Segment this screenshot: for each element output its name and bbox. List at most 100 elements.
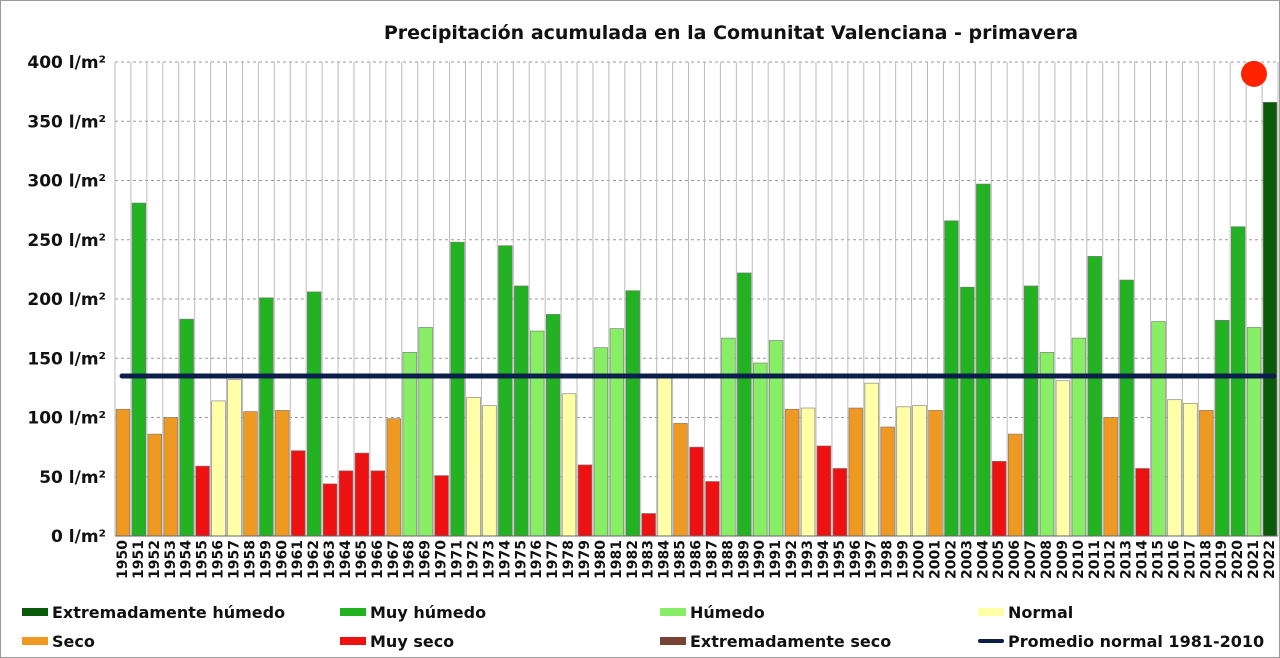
x-tick-label: 1974 [497,540,513,579]
bar-1972 [466,397,481,537]
bar-1970 [434,475,449,537]
x-tick-label: 1960 [274,540,290,579]
y-tick-label: 400 l/m² [27,53,106,73]
legend-label: Húmedo [690,602,765,622]
x-tick-label: 2016 [1166,540,1182,579]
y-tick-label: 250 l/m² [27,231,106,251]
y-tick-label: 350 l/m² [27,112,106,132]
bar-2015 [1151,321,1166,537]
bar-2004 [976,183,991,537]
x-tick-label: 2018 [1198,540,1214,579]
legend-label: Seco [52,631,95,651]
bar-1960 [275,410,290,537]
y-tick-label: 100 l/m² [27,409,106,429]
x-tick-label: 1961 [290,540,306,579]
x-tick-label: 2004 [975,540,991,579]
x-tick-label: 1984 [657,540,673,579]
bar-1958 [243,411,258,537]
bar-1968 [402,352,417,537]
legend-label: Normal [1008,602,1074,622]
bar-2009 [1055,380,1071,537]
bar-1981 [609,328,624,537]
bar-1995 [832,468,848,537]
legend-item-muy-humedo: Muy húmedo [340,602,486,622]
precipitation-chart: Precipitación acumulada en la Comunitat … [27,22,1279,579]
bar-1975 [514,285,529,537]
bar-1997 [864,382,879,537]
bar-2008 [1039,352,1055,537]
x-tick-label: 1999 [896,540,912,579]
x-tick-label: 2009 [1055,540,1071,579]
bar-2010 [1071,337,1087,537]
x-tick-label: 1957 [226,540,242,579]
legend-label: Muy húmedo [370,602,487,622]
x-tick-label: 1970 [434,540,450,579]
x-tick-label: 1997 [864,540,880,579]
bar-1979 [577,464,593,537]
chart-title: Precipitación acumulada en la Comunitat … [384,22,1078,44]
bar-1961 [291,450,306,537]
x-tick-label: 1982 [625,540,641,579]
bar-2014 [1135,468,1150,537]
bar-2019 [1215,320,1230,537]
bar-1999 [896,406,911,537]
legend: Extremadamente húmedo Muy húmedo Húmedo … [0,596,1280,658]
x-tick-label: 1965 [354,540,370,579]
legend-swatch [340,608,366,616]
bar-1990 [753,362,768,537]
bar-1957 [227,379,242,537]
x-tick-label: 2006 [1007,540,1023,579]
bar-1950 [115,408,131,537]
bar-1971 [450,241,465,537]
y-tick-label: 300 l/m² [27,172,106,192]
x-tick-label: 1963 [322,540,338,579]
x-tick-label: 1964 [338,540,354,579]
x-tick-label: 2007 [1023,540,1039,579]
x-tick-label: 1979 [577,540,593,579]
legend-item-seco: Seco [22,631,95,651]
x-tick-label: 1975 [513,540,529,579]
x-tick-label: 1978 [561,540,577,579]
x-tick-label: 1956 [211,540,227,579]
bar-1992 [784,408,800,537]
x-tick-label: 2019 [1214,540,1230,579]
bar-1985 [673,423,688,537]
bar-2012 [1103,417,1118,537]
x-tick-label: 2005 [991,540,1007,579]
x-tick-label: 1969 [418,540,434,579]
bar-1952 [147,433,162,537]
bar-1956 [211,400,226,537]
x-tick-label: 2015 [1151,540,1167,579]
bar-1977 [545,314,561,537]
x-tick-label: 1987 [704,540,720,579]
bar-1962 [306,291,322,537]
x-tick-label: 1998 [880,540,896,579]
legend-swatch [340,637,366,645]
bar-1954 [179,318,194,537]
legend-swatch [660,608,686,616]
x-tick-label: 1971 [450,540,466,579]
bar-1984 [657,375,672,537]
x-tick-label: 1994 [816,540,832,579]
bar-2001 [928,410,943,537]
bar-1987 [705,481,720,537]
x-tick-label: 2003 [959,540,975,579]
bar-2013 [1119,279,1134,537]
x-tick-label: 1951 [131,540,147,579]
x-tick-label: 1995 [832,540,848,579]
bar-1973 [482,405,497,537]
bar-1983 [641,513,656,537]
x-tick-label: 2021 [1246,540,1262,579]
legend-label: Promedio normal 1981-2010 [1008,631,1265,651]
marker-layer [1241,60,1267,87]
bar-2022 [1262,101,1278,537]
bar-1978 [561,393,577,537]
bar-1986 [689,446,704,537]
bar-1969 [418,327,433,537]
legend-label: Extremadamente húmedo [52,602,286,622]
bar-2016 [1167,399,1182,537]
x-tick-label: 1986 [689,540,705,579]
bar-1955 [195,465,210,537]
bar-1959 [259,297,274,537]
legend-item-extremadamente-humedo: Extremadamente húmedo [22,602,285,622]
